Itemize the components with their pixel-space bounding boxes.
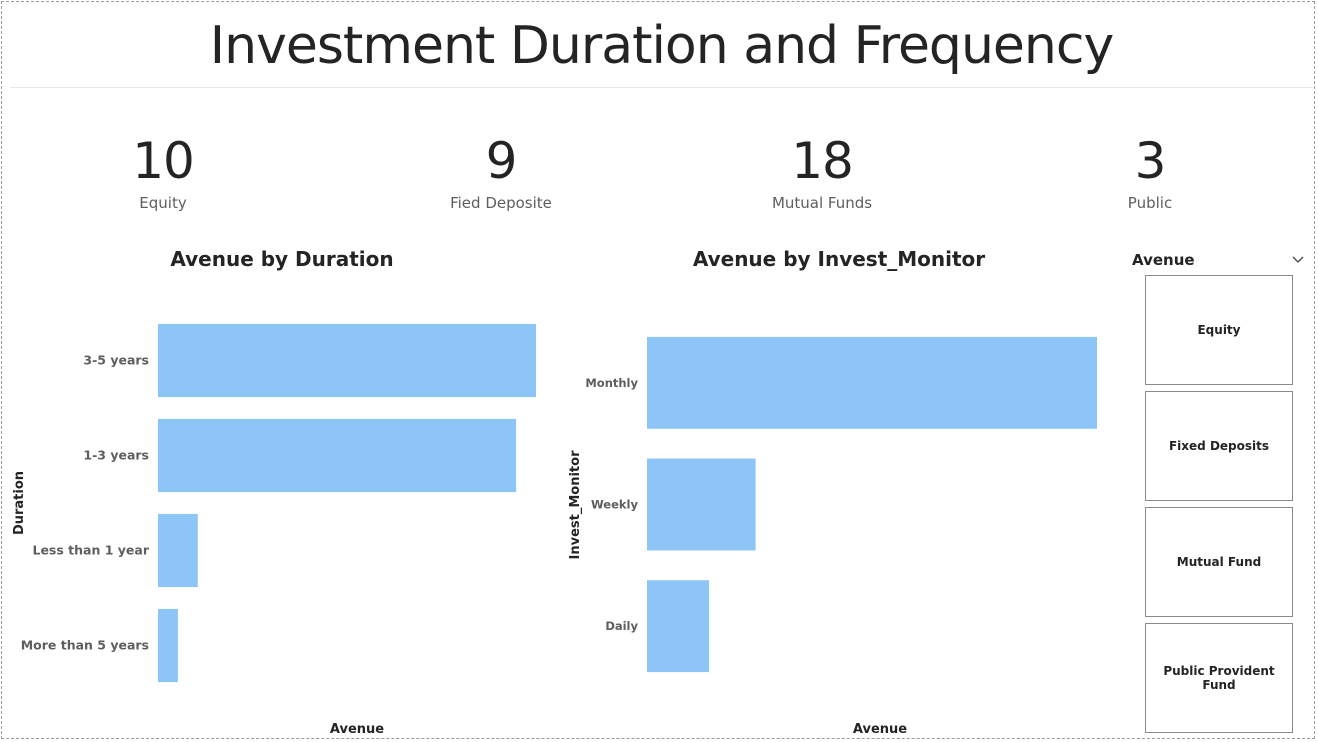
y-axis-label: Invest_Monitor xyxy=(568,450,583,560)
y-axis-label: Duration xyxy=(12,471,27,535)
slicer-tile-fixed-deposits[interactable]: Fixed Deposits xyxy=(1145,391,1293,501)
slicer-tile-public-provident-fund[interactable]: Public Provident Fund xyxy=(1145,623,1293,733)
y-tick-label: More than 5 years xyxy=(21,638,149,653)
chart-avenue-by-invest-monitor[interactable]: Monthly Weekly Daily Avenue Invest_Monitor xyxy=(560,0,1130,742)
slicer-title: Avenue xyxy=(1132,251,1195,269)
y-tick-label: Daily xyxy=(605,619,638,633)
kpi-value: 3 xyxy=(1134,132,1167,190)
page-title: Investment Duration and Frequency xyxy=(209,16,1114,76)
bar-1-3-years[interactable] xyxy=(158,418,517,493)
x-axis-label: Avenue xyxy=(330,722,384,737)
kpi-card-equity[interactable]: 10 Equity xyxy=(43,130,283,212)
x-axis-label: Avenue xyxy=(853,722,907,737)
bar-more-than-5-years[interactable] xyxy=(158,608,178,683)
bar-less-than-1-year[interactable] xyxy=(158,513,198,588)
y-tick-label: Weekly xyxy=(591,498,638,512)
slicer-header[interactable]: Avenue xyxy=(1132,251,1308,273)
slicer-tile-equity[interactable]: Equity xyxy=(1145,275,1293,385)
bar-daily[interactable] xyxy=(647,580,710,673)
slicer-tile-mutual-fund[interactable]: Mutual Fund xyxy=(1145,507,1293,617)
y-tick-label: Less than 1 year xyxy=(32,543,149,558)
y-tick-label: 1-3 years xyxy=(83,448,149,463)
kpi-label: Fied Deposite xyxy=(450,194,552,212)
title-bar: Investment Duration and Frequency xyxy=(10,4,1313,88)
kpi-card-fixed-deposit[interactable]: 9 Fied Deposite xyxy=(381,130,621,212)
chart-title-duration: Avenue by Duration xyxy=(170,247,394,271)
kpi-card-public[interactable]: 3 Public xyxy=(1030,130,1270,212)
bar-weekly[interactable] xyxy=(647,458,756,551)
bar-3-5-years[interactable] xyxy=(158,323,536,398)
kpi-value: 10 xyxy=(132,132,195,190)
chevron-down-icon[interactable] xyxy=(1292,253,1304,265)
chart-avenue-by-duration[interactable]: 3-5 years 1-3 years Less than 1 year More t… xyxy=(0,0,560,742)
bar-monthly[interactable] xyxy=(647,336,1097,429)
kpi-label: Mutual Funds xyxy=(771,194,873,212)
kpi-value: 9 xyxy=(485,132,518,190)
kpi-label: Public xyxy=(1127,194,1173,212)
kpi-label: Equity xyxy=(139,194,187,212)
kpi-value: 18 xyxy=(791,132,854,190)
kpi-card-mutual-funds[interactable]: 18 Mutual Funds xyxy=(702,130,942,212)
y-tick-label: Monthly xyxy=(585,376,638,390)
y-tick-label: 3-5 years xyxy=(83,353,149,368)
chart-title-invest-monitor: Avenue by Invest_Monitor xyxy=(692,247,986,271)
